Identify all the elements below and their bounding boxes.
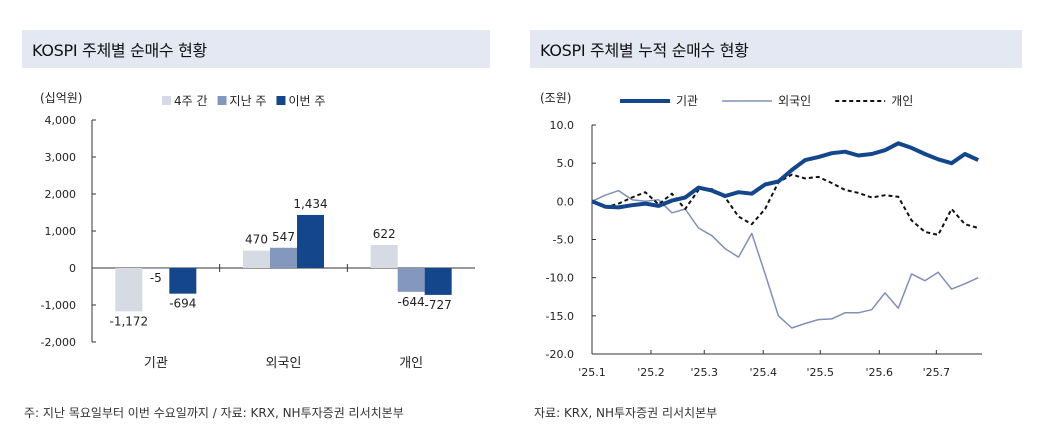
bar-기관-지난 주 xyxy=(142,268,170,269)
data-label: -5 xyxy=(150,271,162,285)
left-title-bar: KOSPI 주체별 순매수 현황 xyxy=(22,30,490,68)
series-line-외국인 xyxy=(591,189,979,329)
right-title-bar: KOSPI 주체별 누적 순매수 현황 xyxy=(530,30,1022,68)
bar-개인-지난 주 xyxy=(397,268,425,292)
data-label: -644 xyxy=(398,295,425,309)
y-tick-label: -20.0 xyxy=(546,348,574,361)
x-tick-label: '25.4 xyxy=(749,366,777,379)
y-tick-label: -10.0 xyxy=(546,272,574,285)
y-unit-label: (십억원) xyxy=(40,91,82,105)
legend-swatch-0 xyxy=(162,96,171,105)
data-label: 470 xyxy=(245,233,268,247)
y-tick-label: -1,000 xyxy=(41,299,76,312)
data-label: 547 xyxy=(272,230,295,244)
series-line-개인 xyxy=(591,173,979,236)
left-chart-panel: KOSPI 주체별 순매수 현황 (십억원) 4주 간 지난 주 이번 주 -2,000… xyxy=(0,0,505,445)
cumulative-net-buying-line-chart: (조원) 기관 외국인 개인 -20.0 -15.0 -10.0 -5.0 0.0 5.0 10.0… xyxy=(540,91,982,379)
bar-외국인-지난 주 xyxy=(270,247,297,268)
y-tick-label: 2,000 xyxy=(45,188,77,201)
data-label: 622 xyxy=(373,227,396,241)
legend-label-0: 4주 간 xyxy=(174,94,208,108)
y-tick-label: 3,000 xyxy=(45,151,77,164)
data-label: -694 xyxy=(169,297,196,311)
data-label: -727 xyxy=(425,298,452,312)
y-tick-label: -5.0 xyxy=(553,234,574,247)
legend-label-1: 외국인 xyxy=(778,94,811,108)
legend-swatch-2 xyxy=(276,96,286,105)
legend-label-2: 개인 xyxy=(891,94,913,108)
bar-외국인-이번 주 xyxy=(297,214,324,268)
data-label: 1,434 xyxy=(293,197,327,211)
y-tick-label: 4,000 xyxy=(45,114,77,127)
right-source-note: 자료: KRX, NH투자증권 리서치본부 xyxy=(534,406,718,420)
legend-label-0: 기관 xyxy=(676,94,698,108)
x-tick-label: '25.2 xyxy=(637,366,665,379)
y-tick-label: -2,000 xyxy=(41,336,76,349)
x-tick-label: '25.7 xyxy=(923,366,951,379)
bar-기관-4주 간 xyxy=(115,268,143,312)
bar-기관-이번 주 xyxy=(169,268,197,294)
x-tick-label: '25.6 xyxy=(866,366,894,379)
bar-개인-이번 주 xyxy=(424,268,452,295)
category-label: 기관 xyxy=(144,356,168,371)
net-buying-bar-chart: (십억원) 4주 간 지난 주 이번 주 -2,000 -1,000 0 1,000 2,000… xyxy=(40,91,475,371)
x-tick-label: '25.1 xyxy=(578,366,606,379)
data-label: -1,172 xyxy=(109,314,148,328)
category-label: 외국인 xyxy=(266,356,302,371)
bar-개인-4주 간 xyxy=(370,244,398,268)
y-tick-label: -15.0 xyxy=(546,310,574,323)
left-source-note: 주: 지난 목요일부터 이번 수요일까지 / 자료: KRX, NH투자증권 리… xyxy=(24,406,404,420)
y-tick-label: 10.0 xyxy=(550,119,575,132)
left-chart-title: KOSPI 주체별 순매수 현황 xyxy=(32,41,207,60)
series-line-기관 xyxy=(591,141,980,210)
category-label: 개인 xyxy=(399,356,423,371)
legend-label-1: 지난 주 xyxy=(230,94,267,108)
y-tick-label: 0.0 xyxy=(557,195,575,208)
y-unit-label: (조원) xyxy=(540,91,571,105)
y-tick-label: 0 xyxy=(69,262,76,275)
right-chart-title: KOSPI 주체별 누적 순매수 현황 xyxy=(540,41,749,60)
bar-외국인-4주 간 xyxy=(243,250,270,268)
y-tick-label: 1,000 xyxy=(45,225,77,238)
legend-label-2: 이번 주 xyxy=(288,94,325,108)
legend-swatch-1 xyxy=(217,96,227,105)
right-chart-panel: KOSPI 주체별 누적 순매수 현황 (조원) 기관 외국인 개인 -20.0 -15.… xyxy=(520,0,1045,445)
x-tick-label: '25.3 xyxy=(690,366,718,379)
x-tick-label: '25.5 xyxy=(807,366,835,379)
y-tick-label: 5.0 xyxy=(557,157,575,170)
